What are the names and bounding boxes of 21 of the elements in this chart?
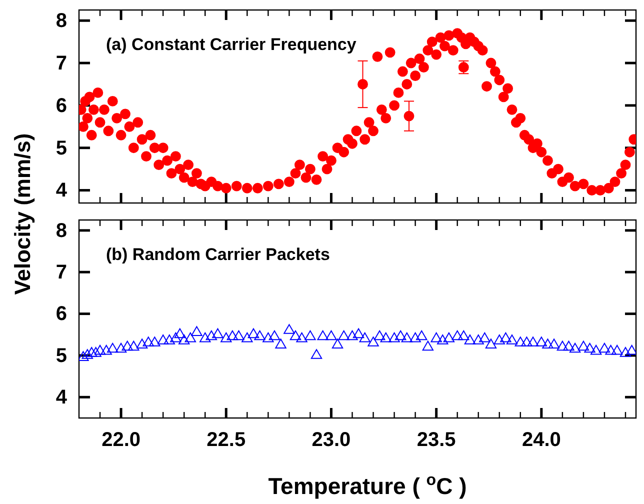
annotation: (b) Random Carrier Packets [106, 245, 330, 264]
y-tick-label: 6 [56, 94, 67, 117]
annotation: (a) Constant Carrier Frequency [106, 35, 357, 54]
x-tick-label: 24.0 [522, 429, 561, 452]
point [358, 79, 368, 90]
point [404, 110, 414, 122]
y-tick-label: 5 [56, 137, 67, 160]
y-tick-label: 4 [56, 386, 68, 409]
y-tick-label: 7 [56, 262, 67, 284]
x-tick-label: 22.0 [102, 429, 141, 452]
y-tick-label: 5 [56, 344, 67, 367]
y-axis-title: Velocity (mm/s) [10, 133, 35, 295]
y-tick-label: 4 [56, 180, 68, 202]
y-tick-label: 8 [56, 10, 67, 32]
y-tick-label: 7 [56, 52, 67, 74]
x-tick-label: 23.5 [416, 429, 456, 452]
x-tick-label: 23.0 [312, 429, 351, 452]
x-axis-title: Temperature ( $^{o}$C ) [268, 471, 467, 499]
x-tick-label: 22.5 [206, 429, 246, 452]
y-tick-label: 8 [56, 220, 67, 242]
y-tick-label: 6 [56, 303, 67, 326]
